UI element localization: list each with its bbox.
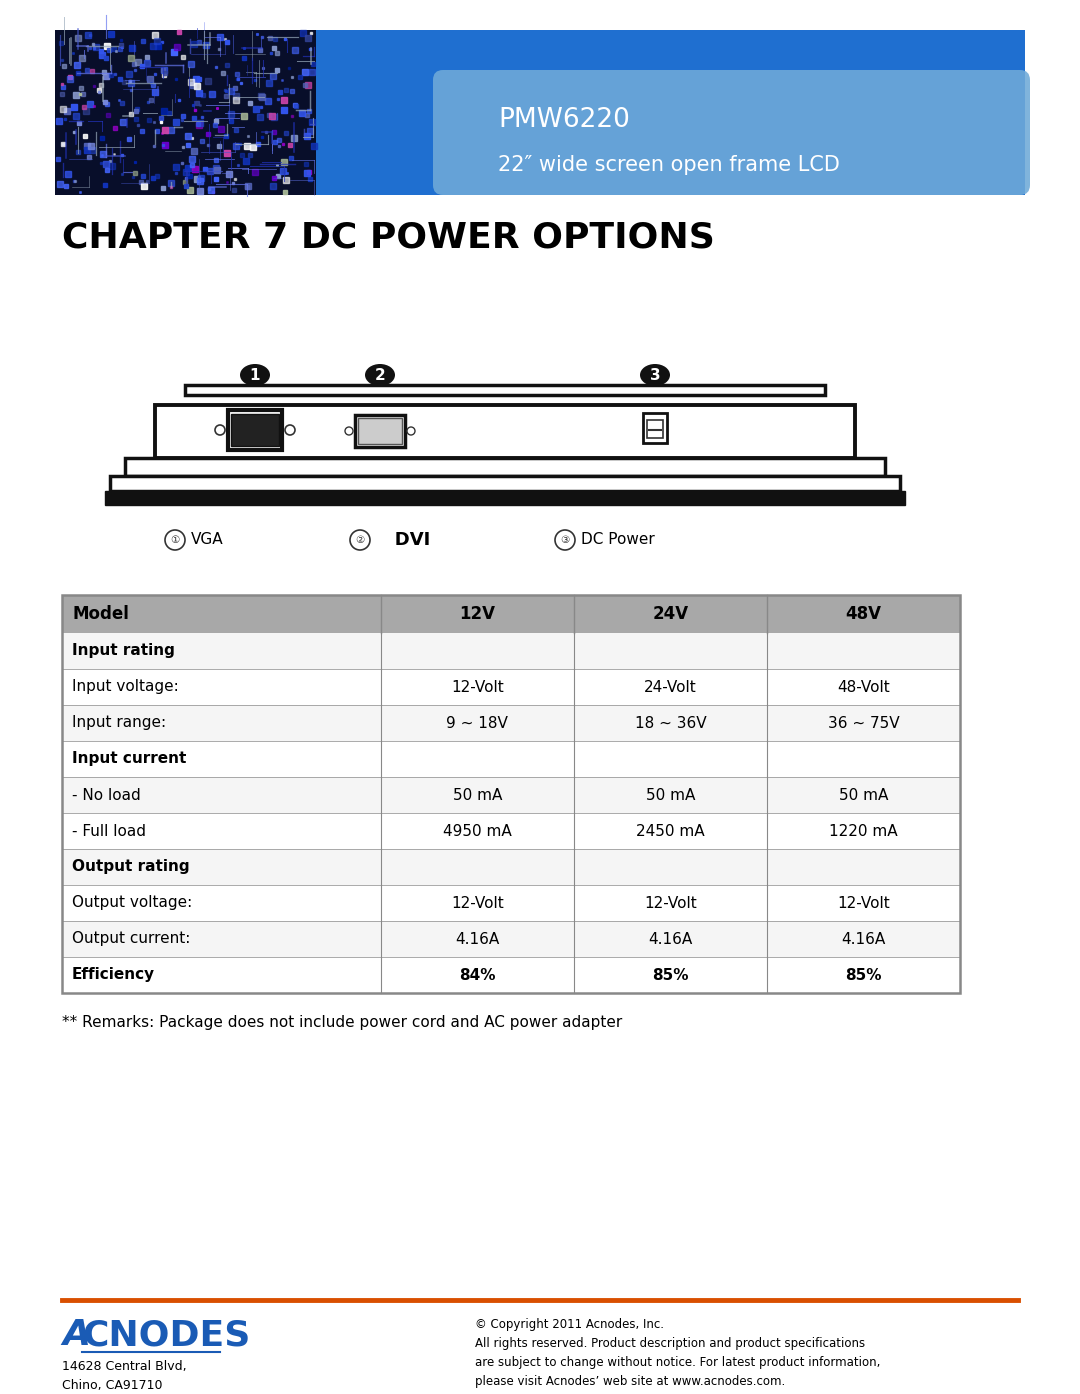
Text: 1220 mA: 1220 mA [829,824,897,839]
Text: 9 ~ 18V: 9 ~ 18V [446,715,509,730]
Ellipse shape [640,364,670,386]
Text: - Full load: - Full load [72,824,146,839]
Bar [355,415,405,447]
Bar [125,459,885,475]
Text: 3: 3 [650,368,660,382]
Text: Output rating: Output rating [72,860,190,874]
Text: 85%: 85% [652,967,689,983]
Text: DVI: DVI [376,531,430,549]
Text: ②: ② [355,535,365,545]
Text: ③: ③ [561,535,569,545]
Bar [643,413,667,443]
Text: 4950 mA: 4950 mA [443,824,512,839]
Bar [185,385,825,395]
Bar [231,414,279,446]
Text: 12V: 12V [459,605,496,623]
Bar [62,776,960,813]
Text: © Copyright 2011 Acnodes, Inc.
All rights reserved. Product description and prod: © Copyright 2011 Acnodes, Inc. All right… [475,1317,880,1388]
Circle shape [215,425,225,435]
Text: VGA: VGA [191,533,224,548]
Text: 84%: 84% [459,967,496,983]
Text: 48-Volt: 48-Volt [837,679,890,694]
Text: PMW6220: PMW6220 [498,107,630,132]
Text: 18 ~ 36V: 18 ~ 36V [635,715,706,730]
Text: 12-Volt: 12-Volt [644,895,697,910]
Bar [110,475,900,491]
Ellipse shape [365,364,395,386]
Text: Input current: Input current [72,751,187,767]
Text: 4.16A: 4.16A [455,931,499,947]
Text: 36 ~ 75V: 36 ~ 75V [827,715,900,730]
Bar [62,958,960,993]
Circle shape [285,425,295,435]
Text: Model: Model [72,605,129,623]
Bar [62,849,960,885]
Bar [62,595,960,993]
Bar [62,633,960,669]
Text: CNODES: CNODES [82,1317,251,1352]
Text: 1: 1 [249,368,260,382]
Text: 85%: 85% [846,967,881,983]
Text: 24-Volt: 24-Volt [644,679,697,694]
Bar [105,491,905,505]
Text: 12-Volt: 12-Volt [451,895,503,910]
Text: 50 mA: 50 mA [453,788,502,803]
Text: Output voltage:: Output voltage: [72,895,192,910]
Text: Input range:: Input range: [72,715,166,730]
Text: 50 mA: 50 mA [646,788,696,803]
Text: 24V: 24V [652,605,688,623]
Circle shape [165,530,185,551]
Circle shape [555,530,575,551]
Bar [62,885,960,921]
FancyBboxPatch shape [433,70,1030,195]
Text: Input voltage:: Input voltage: [72,679,179,694]
Bar [62,669,960,705]
Bar [228,410,282,450]
Text: 14628 Central Blvd,
Chino, CA91710
tel:909.597.7588, fax:909.597.1939: 14628 Central Blvd, Chino, CA91710 tel:9… [62,1361,289,1394]
Text: ** Remarks: Package does not include power cord and AC power adapter: ** Remarks: Package does not include pow… [62,1015,622,1030]
Text: Efficiency: Efficiency [72,967,156,983]
Text: 2450 mA: 2450 mA [636,824,705,839]
Circle shape [345,427,353,435]
Text: 12-Volt: 12-Volt [837,895,890,910]
Text: CHAPTER 7 DC POWER OPTIONS: CHAPTER 7 DC POWER OPTIONS [62,220,715,254]
Text: 22″ wide screen open frame LCD: 22″ wide screen open frame LCD [498,155,840,176]
Bar [357,418,402,445]
Bar [62,705,960,742]
Text: DC Power: DC Power [581,533,654,548]
Bar [55,31,316,195]
Circle shape [407,427,415,435]
Text: A: A [62,1317,90,1352]
Text: 4.16A: 4.16A [841,931,886,947]
Circle shape [350,530,370,551]
Text: 2: 2 [375,368,386,382]
Ellipse shape [240,364,270,386]
Bar [62,595,960,633]
Bar [156,406,855,459]
Text: Output current:: Output current: [72,931,190,947]
Bar [62,921,960,958]
Bar [55,31,1025,195]
Text: 50 mA: 50 mA [839,788,888,803]
Text: 12-Volt: 12-Volt [451,679,503,694]
Bar [62,742,960,776]
Text: - No load: - No load [72,788,140,803]
Text: 48V: 48V [846,605,881,623]
Text: ①: ① [171,535,179,545]
Text: Input rating: Input rating [72,644,175,658]
Bar [647,420,663,438]
Text: 4.16A: 4.16A [648,931,692,947]
Bar [62,813,960,849]
